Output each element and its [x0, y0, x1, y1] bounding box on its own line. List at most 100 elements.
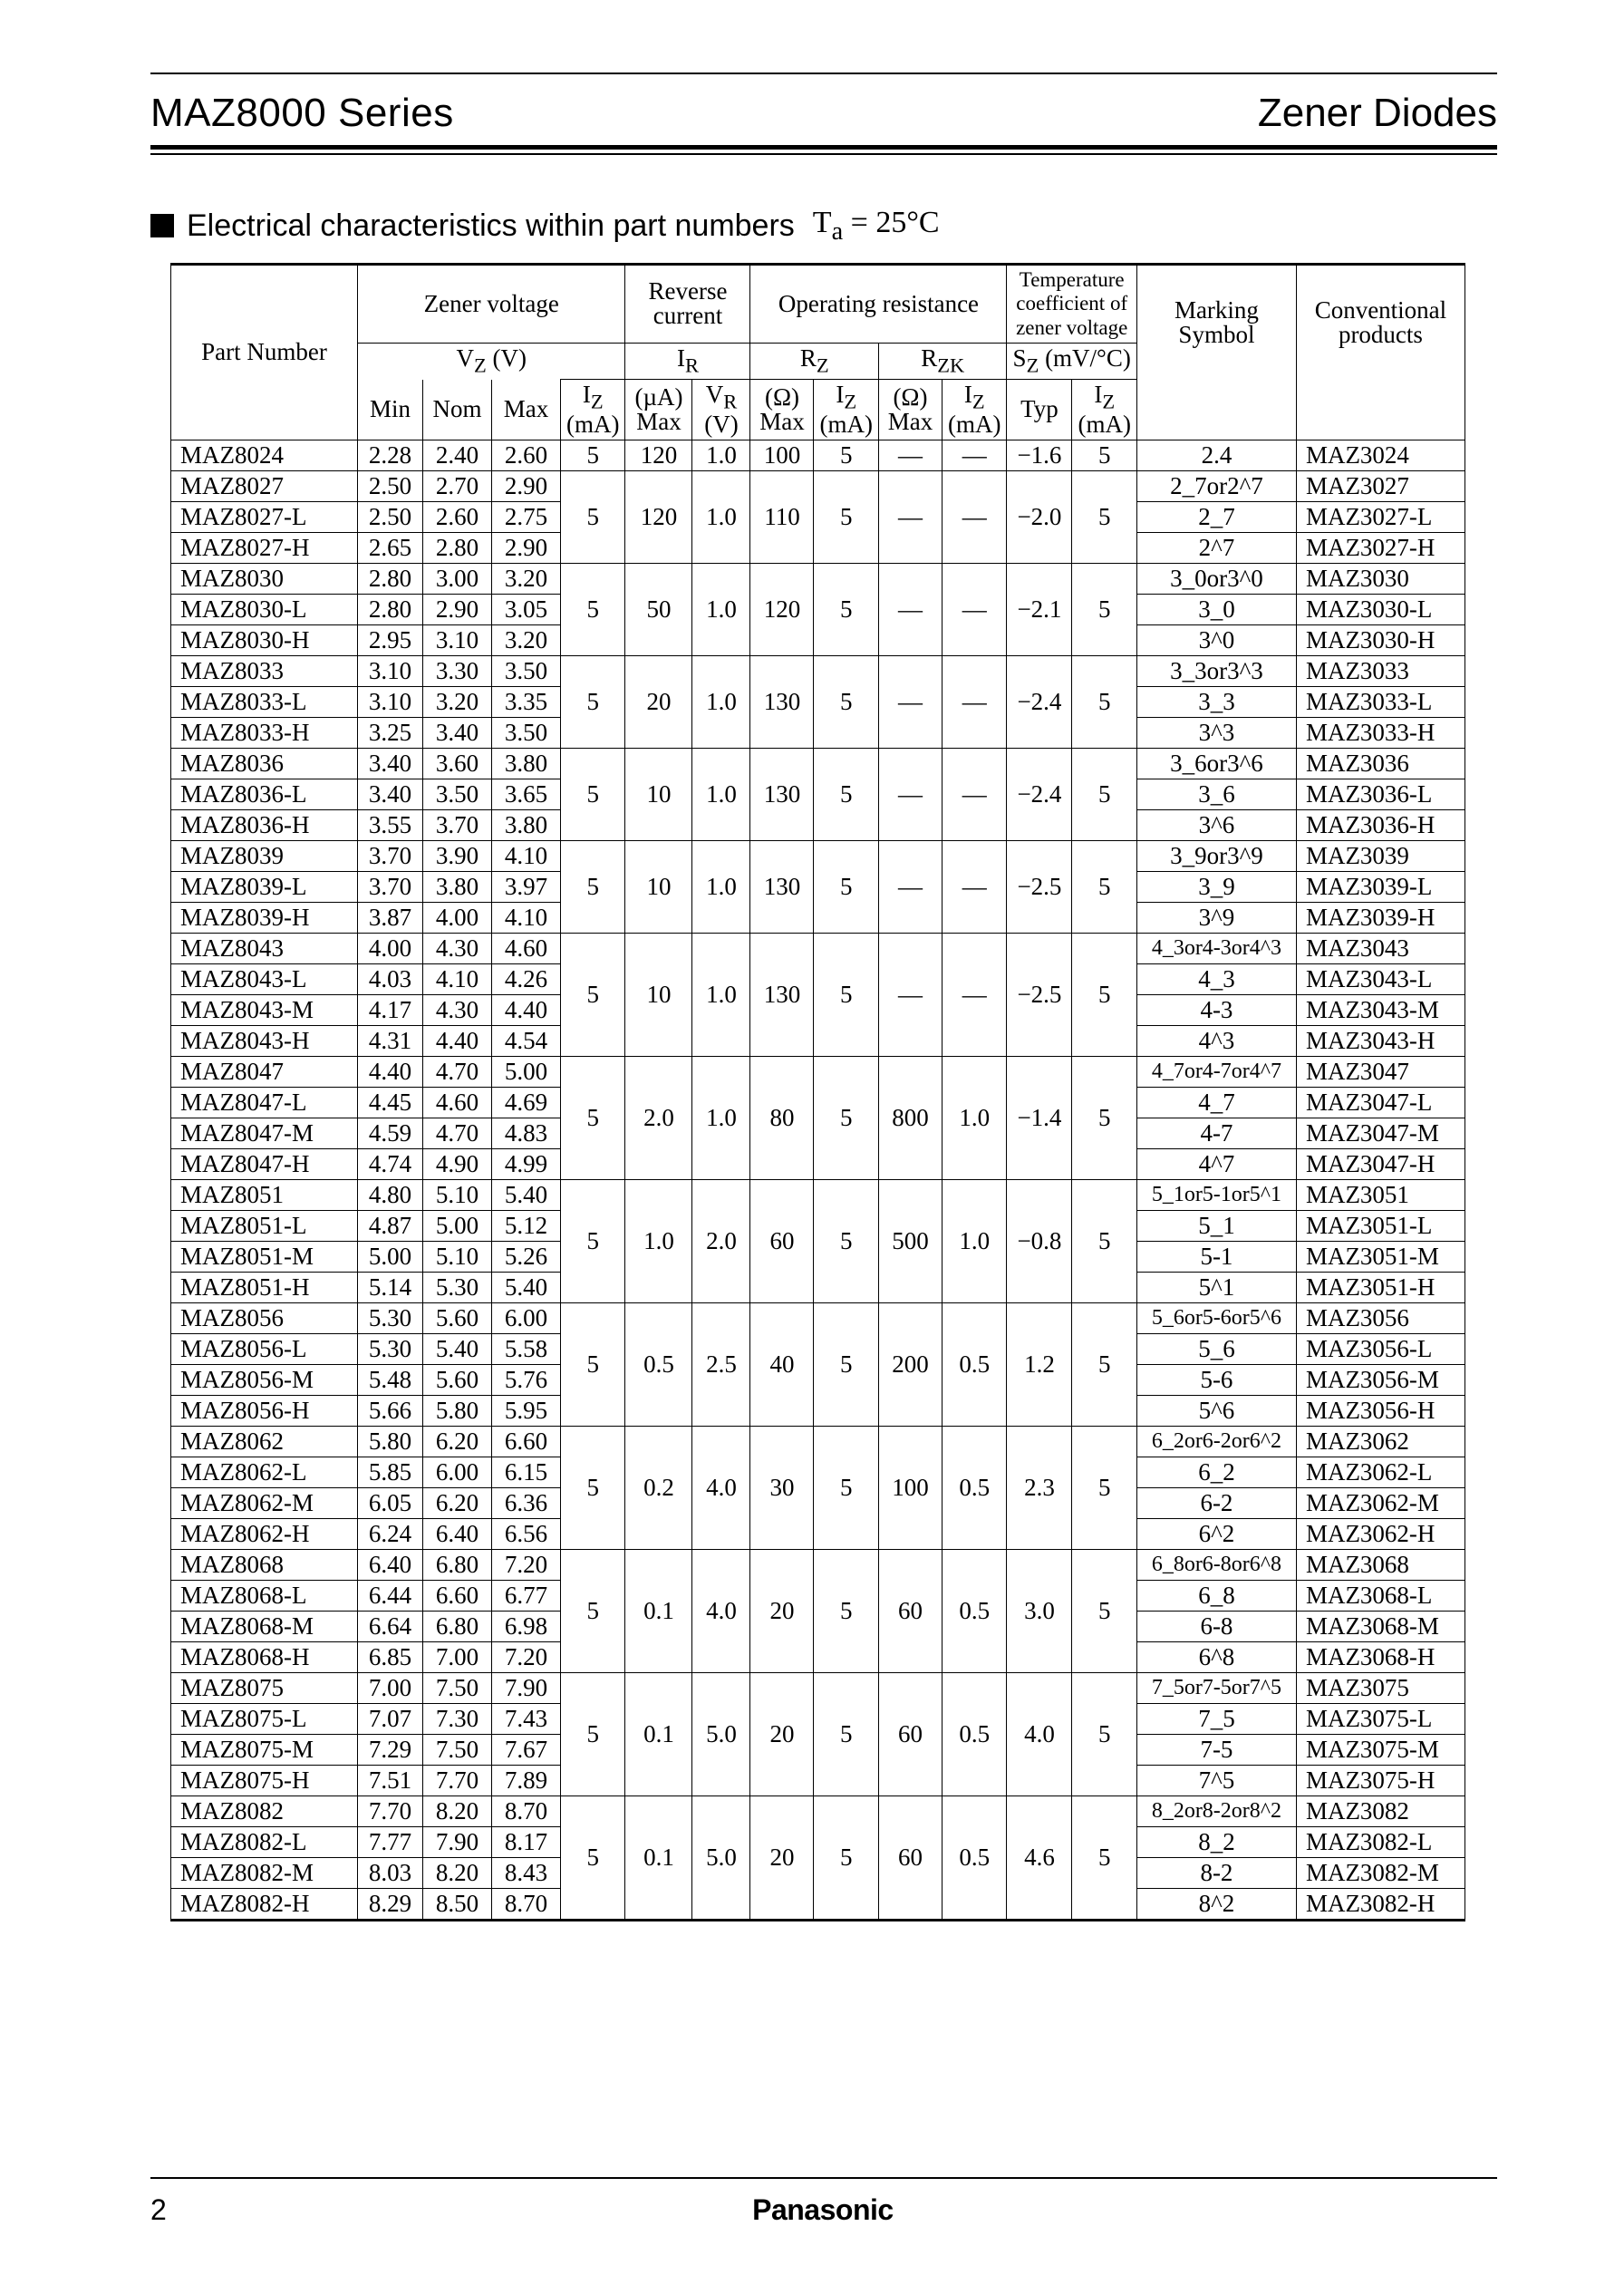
cell: 5 [1072, 1672, 1136, 1796]
cell: 3_6or3^6 [1136, 748, 1296, 779]
cell: MAZ3056 [1296, 1302, 1464, 1333]
cell: 3.90 [423, 840, 492, 871]
table-row: MAZ80474.404.705.0052.01.08058001.0−1.45… [171, 1056, 1465, 1087]
cell: 5 [561, 470, 625, 563]
cell: 4.17 [358, 994, 423, 1025]
cell: 2.5 [692, 1302, 750, 1426]
cell: 2.60 [492, 440, 561, 470]
cell: MAZ8043 [171, 933, 358, 963]
page-header: MAZ8000 Series Zener Diodes [150, 74, 1497, 145]
cell: −2.1 [1007, 563, 1072, 655]
cell: 800 [878, 1056, 942, 1179]
cell: 4_3 [1136, 963, 1296, 994]
col-sz-typ: Typ [1007, 380, 1072, 440]
cell: MAZ8075-L [171, 1703, 358, 1734]
cell: 7_5or7-5or7^5 [1136, 1672, 1296, 1703]
cell: 0.1 [625, 1672, 692, 1796]
cell: 7.00 [358, 1672, 423, 1703]
cell: 4.10 [492, 902, 561, 933]
cell: 4.70 [423, 1056, 492, 1087]
cell: MAZ3036-L [1296, 779, 1464, 809]
cell: MAZ3027 [1296, 470, 1464, 501]
cell: 1.0 [942, 1179, 1006, 1302]
cell: 5_1or5-1or5^1 [1136, 1179, 1296, 1210]
cell: 7-5 [1136, 1734, 1296, 1765]
table-row: MAZ80827.708.208.7050.15.0205600.54.658_… [171, 1796, 1465, 1826]
cell: MAZ3039-L [1296, 871, 1464, 902]
cell: 3.10 [423, 624, 492, 655]
cell: MAZ8075 [171, 1672, 358, 1703]
cell: 6.60 [423, 1580, 492, 1611]
cell: 4.40 [492, 994, 561, 1025]
cell: 5.85 [358, 1457, 423, 1487]
cell: 3.80 [423, 871, 492, 902]
cell: 2.90 [492, 470, 561, 501]
cell: 5.60 [423, 1302, 492, 1333]
cell: 3.50 [492, 655, 561, 686]
table-row: MAZ80272.502.702.9051201.01105——−2.052_7… [171, 470, 1465, 501]
category-title: Zener Diodes [1258, 91, 1497, 136]
cell: MAZ8043-L [171, 963, 358, 994]
cell: 4.30 [423, 933, 492, 963]
cell: 2.40 [423, 440, 492, 470]
cell: MAZ8027 [171, 470, 358, 501]
cell: 1.0 [692, 440, 750, 470]
cell: MAZ3033-H [1296, 717, 1464, 748]
cell: 5 [814, 1672, 878, 1796]
cell: 4.99 [492, 1148, 561, 1179]
cell: MAZ3036-H [1296, 809, 1464, 840]
cell: 8.03 [358, 1857, 423, 1888]
cell: 5_6or5-6or5^6 [1136, 1302, 1296, 1333]
cell: 30 [750, 1426, 814, 1549]
cell: 5.76 [492, 1364, 561, 1395]
cell: 1.0 [692, 748, 750, 840]
cell: MAZ3043 [1296, 933, 1464, 963]
cell: 120 [625, 470, 692, 563]
cell: 7.20 [492, 1641, 561, 1672]
cell: 5.00 [492, 1056, 561, 1087]
cell: MAZ8062-L [171, 1457, 358, 1487]
cell: 1.0 [692, 655, 750, 748]
cell: −2.5 [1007, 840, 1072, 933]
cell: 1.0 [625, 1179, 692, 1302]
cell: 4.80 [358, 1179, 423, 1210]
cell: — [878, 470, 942, 563]
cell: MAZ3075-M [1296, 1734, 1464, 1765]
cell: MAZ8033-H [171, 717, 358, 748]
cell: 4.60 [423, 1087, 492, 1118]
col-rzk: RZK [878, 344, 1006, 380]
cell: 7.43 [492, 1703, 561, 1734]
cell: 6.80 [423, 1611, 492, 1641]
cell: 20 [625, 655, 692, 748]
cell: 8_2 [1136, 1826, 1296, 1857]
col-rz-iz: IZ (mA) [814, 380, 878, 440]
cell: 7.50 [423, 1672, 492, 1703]
cell: MAZ8051 [171, 1179, 358, 1210]
cell: MAZ8062 [171, 1426, 358, 1457]
cell: 6.85 [358, 1641, 423, 1672]
cell: 5.00 [358, 1241, 423, 1272]
cell: 3.10 [358, 686, 423, 717]
cell: 5.66 [358, 1395, 423, 1426]
cell: 8_2or8-2or8^2 [1136, 1796, 1296, 1826]
cell: 5 [814, 1179, 878, 1302]
cell: 3^6 [1136, 809, 1296, 840]
section-condition: Ta = 25°C [813, 206, 940, 247]
header-rule-thick [150, 145, 1497, 150]
cell: MAZ3036 [1296, 748, 1464, 779]
table-row: MAZ80393.703.904.105101.01305——−2.553_9o… [171, 840, 1465, 871]
cell: 3.70 [423, 809, 492, 840]
cell: 5 [561, 440, 625, 470]
cell: 7.70 [358, 1796, 423, 1826]
table-row: MAZ80242.282.402.6051201.01005——−1.652.4… [171, 440, 1465, 470]
cell: 2.95 [358, 624, 423, 655]
cell: MAZ3068-M [1296, 1611, 1464, 1641]
cell: MAZ8082-H [171, 1888, 358, 1920]
cell: 6^2 [1136, 1518, 1296, 1549]
cell: 6.40 [358, 1549, 423, 1580]
table-row: MAZ80363.403.603.805101.01305——−2.453_6o… [171, 748, 1465, 779]
cell: 4.10 [492, 840, 561, 871]
cell: −2.4 [1007, 748, 1072, 840]
cell: 5 [814, 440, 878, 470]
table-row: MAZ80565.305.606.0050.52.54052000.51.255… [171, 1302, 1465, 1333]
